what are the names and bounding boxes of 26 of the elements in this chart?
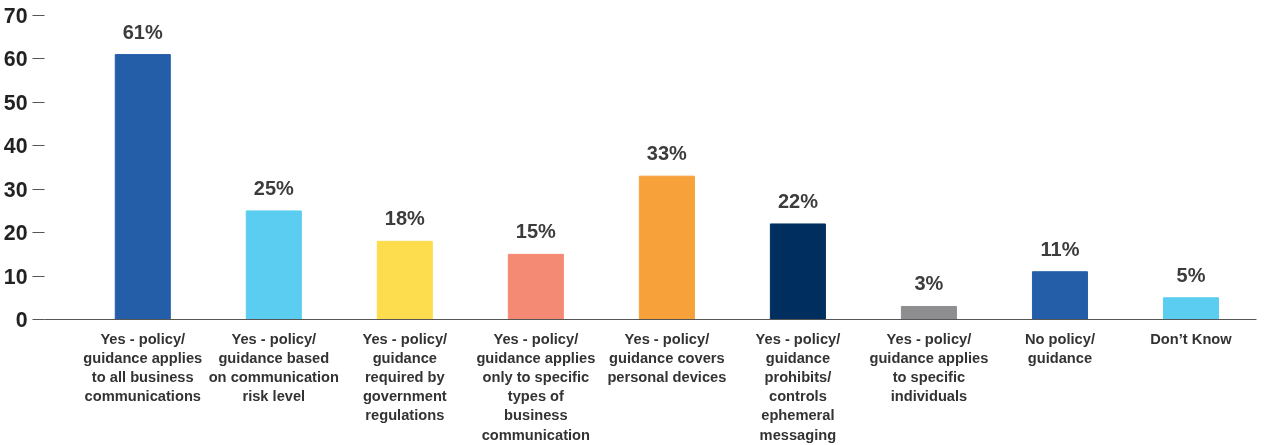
y-tick-label: 50	[3, 90, 28, 115]
y-tick-label: 70	[3, 4, 28, 28]
data-label: 18%	[384, 207, 426, 230]
data-label: 15%	[515, 220, 557, 243]
x-tick-label: Yes - policy/ guidance applies only to specific types of business communication	[476, 330, 596, 443]
x-tick-label: Yes - policy/ guidance covers personal devices	[607, 330, 727, 385]
x-tick-label: No policy/ guidance	[1024, 330, 1095, 366]
data-label: 25%	[253, 176, 295, 199]
y-tick-label: 0	[15, 308, 28, 332]
x-tick-label: Yes - policy/ guidance prohibits/ controls ephemeral messaging	[755, 330, 841, 443]
data-label: 33%	[646, 142, 688, 165]
y-tick-label: 20	[3, 221, 28, 246]
data-label: 11%	[1040, 237, 1080, 260]
y-tick-label: 40	[3, 134, 28, 159]
x-tick-label: Yes - policy/ guidance applies to specific individuals	[869, 330, 989, 405]
data-label: 5%	[1176, 263, 1206, 286]
data-label: 3%	[914, 272, 944, 295]
x-tick-label: Yes - policy/ guidance required by government regulations	[362, 330, 448, 424]
data-label: 22%	[777, 189, 819, 212]
x-tick-label: Don’t Know	[1150, 330, 1233, 347]
y-tick-label: 60	[3, 47, 28, 72]
x-tick-label: Yes - policy/ guidance based on communication risk level	[208, 330, 339, 405]
x-tick-label: Yes - policy/ guidance applies to all business communications	[83, 330, 203, 405]
data-label: 61%	[122, 20, 163, 43]
y-tick-label: 10	[3, 264, 28, 289]
y-tick-label: 30	[3, 177, 28, 202]
